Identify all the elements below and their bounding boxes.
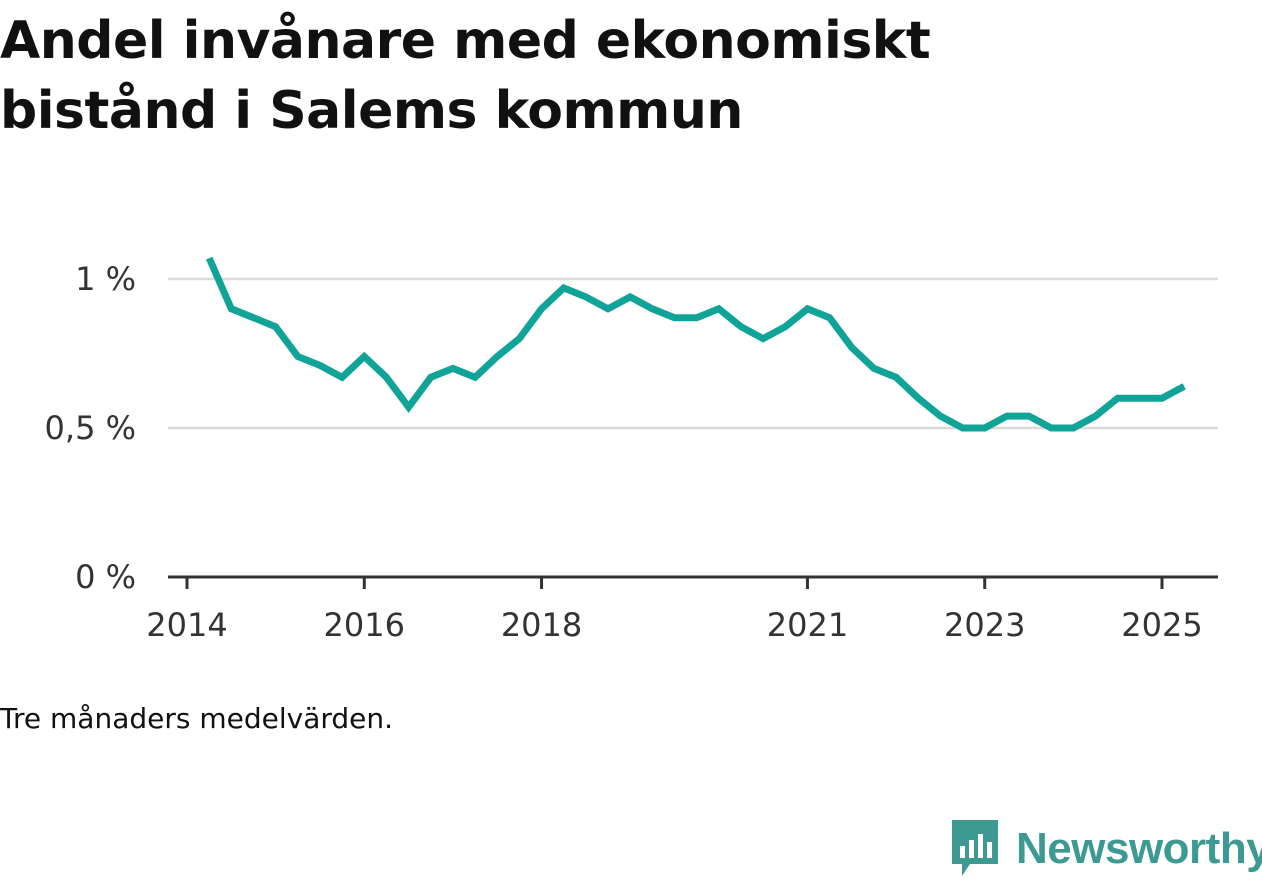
chart-note: Tre månaders medelvärden. bbox=[0, 702, 394, 735]
y-tick-label: 1 % bbox=[75, 260, 136, 298]
x-tick-label: 2018 bbox=[501, 606, 582, 644]
series-line-0 bbox=[205, 256, 1186, 432]
y-tick-label: 0,5 % bbox=[45, 409, 136, 447]
brand-logo: Newsworthy bbox=[950, 818, 1262, 880]
newsworthy-logo-icon bbox=[952, 820, 998, 876]
x-tick-label: 2021 bbox=[767, 606, 848, 644]
y-tick-label: 0 % bbox=[75, 558, 136, 596]
series-layer bbox=[205, 256, 1186, 432]
x-tick-label: 2016 bbox=[324, 606, 405, 644]
x-tick-label: 2025 bbox=[1121, 606, 1202, 644]
y-axis-labels: 0 % 0,5 % 1 % bbox=[45, 260, 136, 596]
grid-lines bbox=[168, 277, 1218, 430]
brand-name: Newsworthy bbox=[1016, 824, 1262, 873]
x-axis bbox=[168, 575, 1218, 589]
x-axis-labels: 2014 2016 2018 2021 2023 2025 bbox=[146, 606, 1202, 644]
x-tick-label: 2023 bbox=[944, 606, 1025, 644]
chart-title: Andel invånare med ekonomiskt bistånd i … bbox=[0, 11, 931, 141]
x-tick-label: 2014 bbox=[146, 606, 227, 644]
